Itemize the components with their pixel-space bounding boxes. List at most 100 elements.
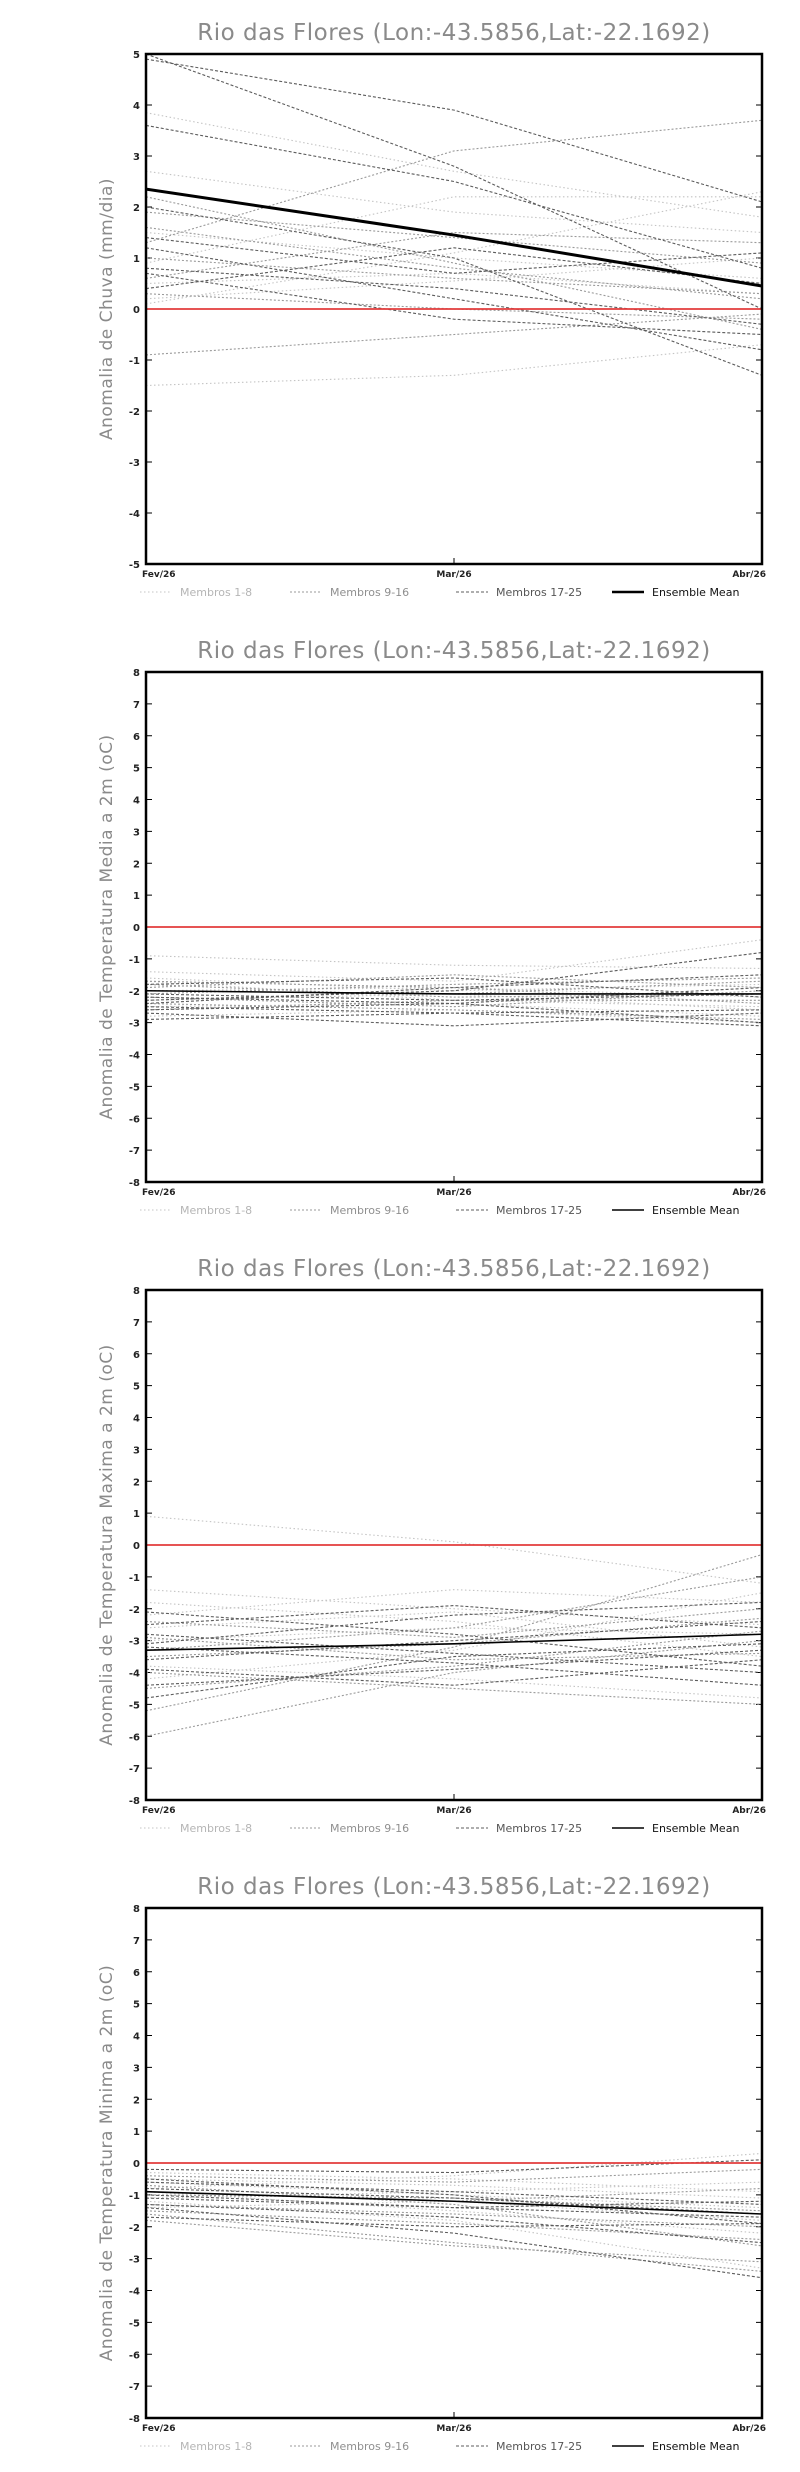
member-line-18 [146, 951, 762, 1001]
y-tick-label: 0 [133, 2159, 140, 2170]
legend-label-1: Membros 1-8 [180, 1822, 252, 1835]
member-line-23 [146, 2194, 762, 2209]
member-line-2 [146, 955, 762, 969]
y-tick-label: -5 [129, 2318, 140, 2329]
legend-label-2: Membros 9-16 [330, 586, 409, 599]
y-tick-label: 1 [133, 2127, 140, 2138]
y-tick-label: 1 [133, 254, 140, 265]
member-line-16 [146, 2219, 762, 2263]
series-group [146, 1515, 762, 1737]
legend-label-1: Membros 1-8 [180, 586, 252, 599]
y-axis-label: Anomalia de Temperatura Media a 2m (oC) [97, 734, 117, 1119]
y-tick-label: 2 [133, 203, 140, 214]
y-tick-label: 5 [133, 50, 140, 61]
y-tick-label: 0 [133, 1541, 140, 1552]
member-line-4 [146, 2181, 762, 2209]
member-line-19 [146, 1643, 762, 1699]
member-line-8 [146, 2178, 762, 2199]
y-tick-label: -1 [129, 356, 140, 367]
y-tick-label: 5 [133, 764, 140, 775]
member-line-16 [146, 1640, 762, 1737]
member-line-19 [146, 1006, 762, 1014]
chart-title: Rio das Flores (Lon:-43.5856,Lat:-22.169… [197, 638, 710, 664]
member-line-12 [146, 196, 762, 330]
legend-label-3: Membros 17-25 [496, 1822, 582, 1835]
member-line-21 [146, 237, 762, 274]
legend-label-3: Membros 17-25 [496, 586, 582, 599]
member-line-16 [146, 980, 762, 1005]
member-line-9 [146, 2213, 762, 2272]
member-line-6 [146, 1592, 762, 1680]
member-line-22 [146, 2216, 762, 2228]
member-line-17 [146, 124, 762, 269]
member-line-13 [146, 1554, 762, 1712]
legend-label-4: Ensemble Mean [652, 586, 739, 599]
member-line-19 [146, 2187, 762, 2215]
y-tick-label: 2 [133, 2095, 140, 2106]
member-line-18 [146, 58, 762, 203]
legend-label-4: Ensemble Mean [652, 2440, 739, 2453]
x-tick-label: Mar/26 [436, 570, 471, 580]
y-tick-label: 6 [133, 1968, 140, 1979]
y-tick-label: 3 [133, 152, 140, 163]
member-line-10 [146, 983, 762, 998]
legend-label-3: Membros 17-25 [496, 2440, 582, 2453]
y-tick-label: -7 [129, 2382, 140, 2393]
plot-frame [144, 1288, 764, 1802]
y-tick-label: -5 [129, 1082, 140, 1093]
member-line-11 [146, 1630, 762, 1689]
y-tick-label: 7 [133, 1318, 140, 1329]
y-tick-label: 0 [133, 923, 140, 934]
ensemble-mean-line [146, 1633, 762, 1651]
y-tick-label: 8 [133, 1904, 140, 1915]
x-tick-label: Mar/26 [436, 1806, 471, 1816]
y-tick-label: -2 [129, 2223, 140, 2234]
legend-label-2: Membros 9-16 [330, 1204, 409, 1217]
member-line-11 [146, 1002, 762, 1020]
member-line-24 [146, 247, 762, 290]
chart-panel-4: Rio das Flores (Lon:-43.5856,Lat:-22.169… [97, 1874, 766, 2453]
member-line-8 [146, 1665, 762, 1699]
member-line-24 [146, 1659, 762, 1686]
legend: Membros 1-8 Membros 9-16 Membros 17-25 Ense… [140, 1822, 739, 1835]
member-line-24 [146, 974, 762, 1005]
y-tick-label: 0 [133, 305, 140, 316]
y-tick-label: -6 [129, 1114, 140, 1125]
series-group [146, 54, 762, 387]
legend: Membros 1-8 Membros 9-16 Membros 17-25 Ense… [140, 2440, 739, 2453]
member-line-7 [146, 2200, 762, 2269]
legend-label-2: Membros 9-16 [330, 2440, 409, 2453]
chart-title: Rio das Flores (Lon:-43.5856,Lat:-22.169… [197, 1874, 710, 1900]
plot-frame [144, 670, 764, 1184]
member-line-12 [146, 1608, 762, 1638]
y-tick-label: 3 [133, 1445, 140, 1456]
y-tick-label: 8 [133, 668, 140, 679]
x-tick-label: Mar/26 [436, 1188, 471, 1198]
member-line-20 [146, 267, 762, 325]
member-line-5 [146, 1601, 762, 1658]
y-tick-label: 6 [133, 732, 140, 743]
y-tick-label: -3 [129, 458, 140, 469]
x-tick-label: Fev/26 [142, 2424, 176, 2434]
member-line-3 [146, 344, 762, 387]
y-tick-label: 2 [133, 1477, 140, 1488]
member-line-21 [146, 987, 762, 1005]
member-line-19 [146, 247, 762, 351]
x-tick-label: Fev/26 [142, 1188, 176, 1198]
member-line-20 [146, 2203, 762, 2244]
y-tick-label: 1 [133, 1509, 140, 1520]
member-line-12 [146, 2203, 762, 2228]
y-tick-label: -1 [129, 955, 140, 966]
member-line-11 [146, 2184, 762, 2247]
member-line-20 [146, 1633, 762, 1674]
y-tick-label: 3 [133, 2063, 140, 2074]
chart-panel-2: Rio das Flores (Lon:-43.5856,Lat:-22.169… [97, 638, 766, 1217]
y-tick-label: -3 [129, 2255, 140, 2266]
chart-title: Rio das Flores (Lon:-43.5856,Lat:-22.169… [197, 20, 710, 46]
member-line-4 [146, 977, 762, 992]
member-line-1 [146, 2152, 762, 2190]
member-line-22 [146, 1649, 762, 1686]
member-line-20 [146, 977, 762, 998]
y-tick-label: -2 [129, 987, 140, 998]
